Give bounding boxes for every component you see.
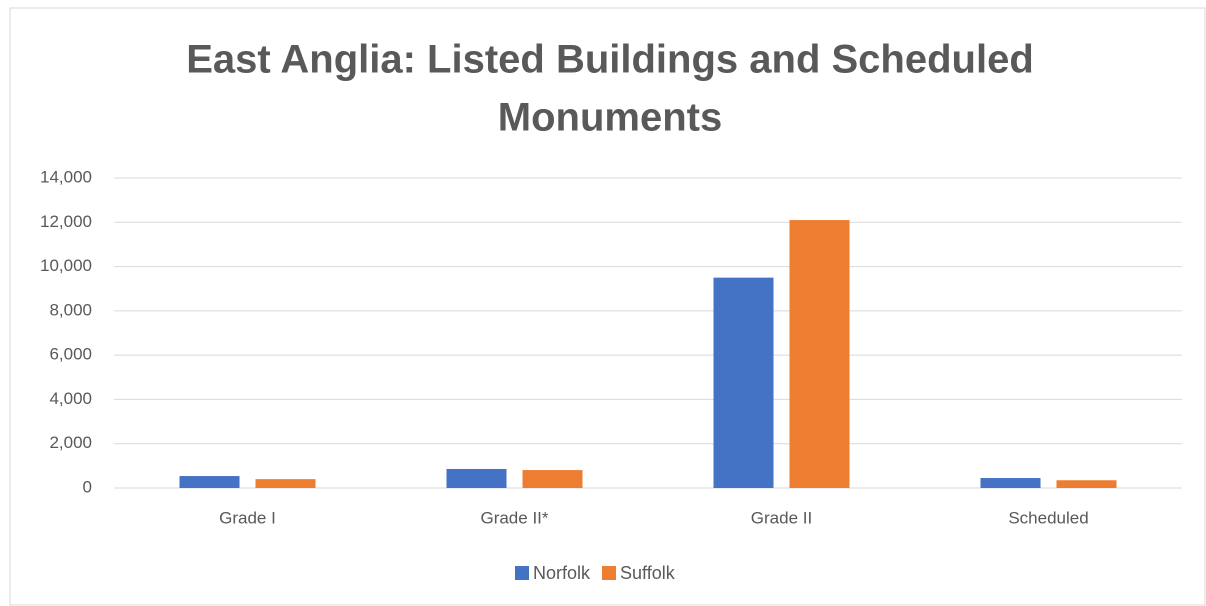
y-tick-label: 0 [83,477,92,496]
legend-label: Suffolk [620,563,676,583]
bar [1056,480,1117,488]
bar [789,220,850,489]
x-tick-label: Scheduled [1008,508,1088,527]
y-tick-label: 12,000 [40,212,92,231]
y-tick-label: 14,000 [40,167,92,186]
legend-swatch [602,566,617,580]
chart-title: Monuments [498,96,722,140]
chart-frame [9,7,1206,606]
bar [522,470,583,488]
bar [446,468,507,488]
bar [255,479,316,488]
y-tick-label: 2,000 [49,433,92,452]
y-tick-label: 6,000 [49,345,92,364]
x-tick-label: Grade II* [480,508,548,527]
y-tick-label: 4,000 [49,389,92,408]
bar [980,478,1041,488]
x-tick-label: Grade II [751,508,812,527]
y-tick-label: 8,000 [49,300,92,319]
chart-title: East Anglia: Listed Buildings and Schedu… [186,38,1034,82]
legend-swatch [515,566,529,580]
legend-label: Norfolk [533,563,591,583]
x-tick-label: Grade I [219,508,276,527]
bar [713,277,774,488]
bar [179,476,240,488]
y-tick-label: 10,000 [40,256,92,275]
